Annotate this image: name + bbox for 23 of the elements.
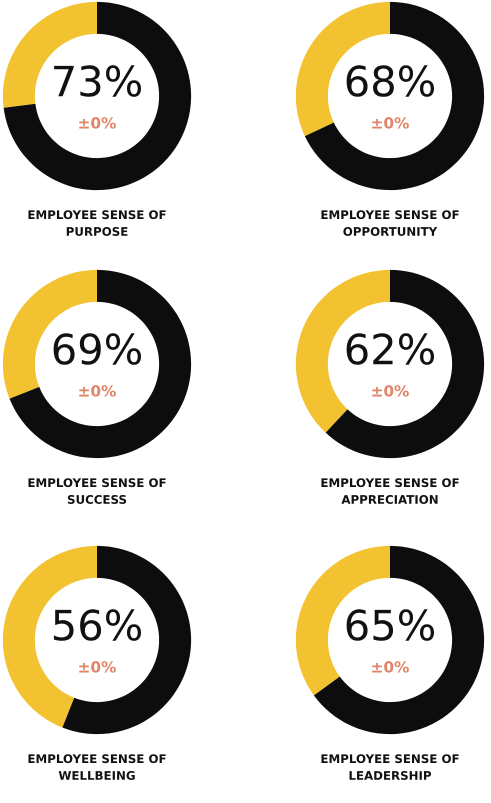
text: 73%: [54, 65, 142, 97]
donut-slice: [314, 546, 484, 734]
text: EMPLOYEE SENSE OF PURPOSE: [28, 210, 166, 236]
text: EMPLOYEE SENSE OF OPPORTUNITY: [321, 210, 459, 236]
text: ±0%: [79, 661, 116, 673]
donut-slice: [304, 2, 484, 190]
text: ±0%: [372, 117, 409, 129]
text: EMPLOYEE SENSE OF SUCCESS: [28, 478, 166, 504]
text: 69%: [54, 333, 142, 365]
text: EMPLOYEE SENSE OF WELLBEING: [28, 754, 166, 780]
donut-slice: [326, 270, 484, 458]
text: ±0%: [372, 661, 409, 673]
text: 62%: [346, 333, 434, 365]
text: ±0%: [79, 385, 116, 397]
text: EMPLOYEE SENSE OF APPRECIATION: [321, 478, 459, 504]
donut-slice: [9, 270, 192, 458]
text: 56%: [54, 609, 142, 641]
text: ±0%: [372, 385, 409, 397]
text: EMPLOYEE SENSE OF LEADERSHIP: [321, 754, 459, 780]
text: ±0%: [79, 117, 116, 129]
text: 65%: [346, 609, 434, 641]
text: 68%: [346, 65, 434, 97]
donut-slice: [4, 2, 192, 190]
